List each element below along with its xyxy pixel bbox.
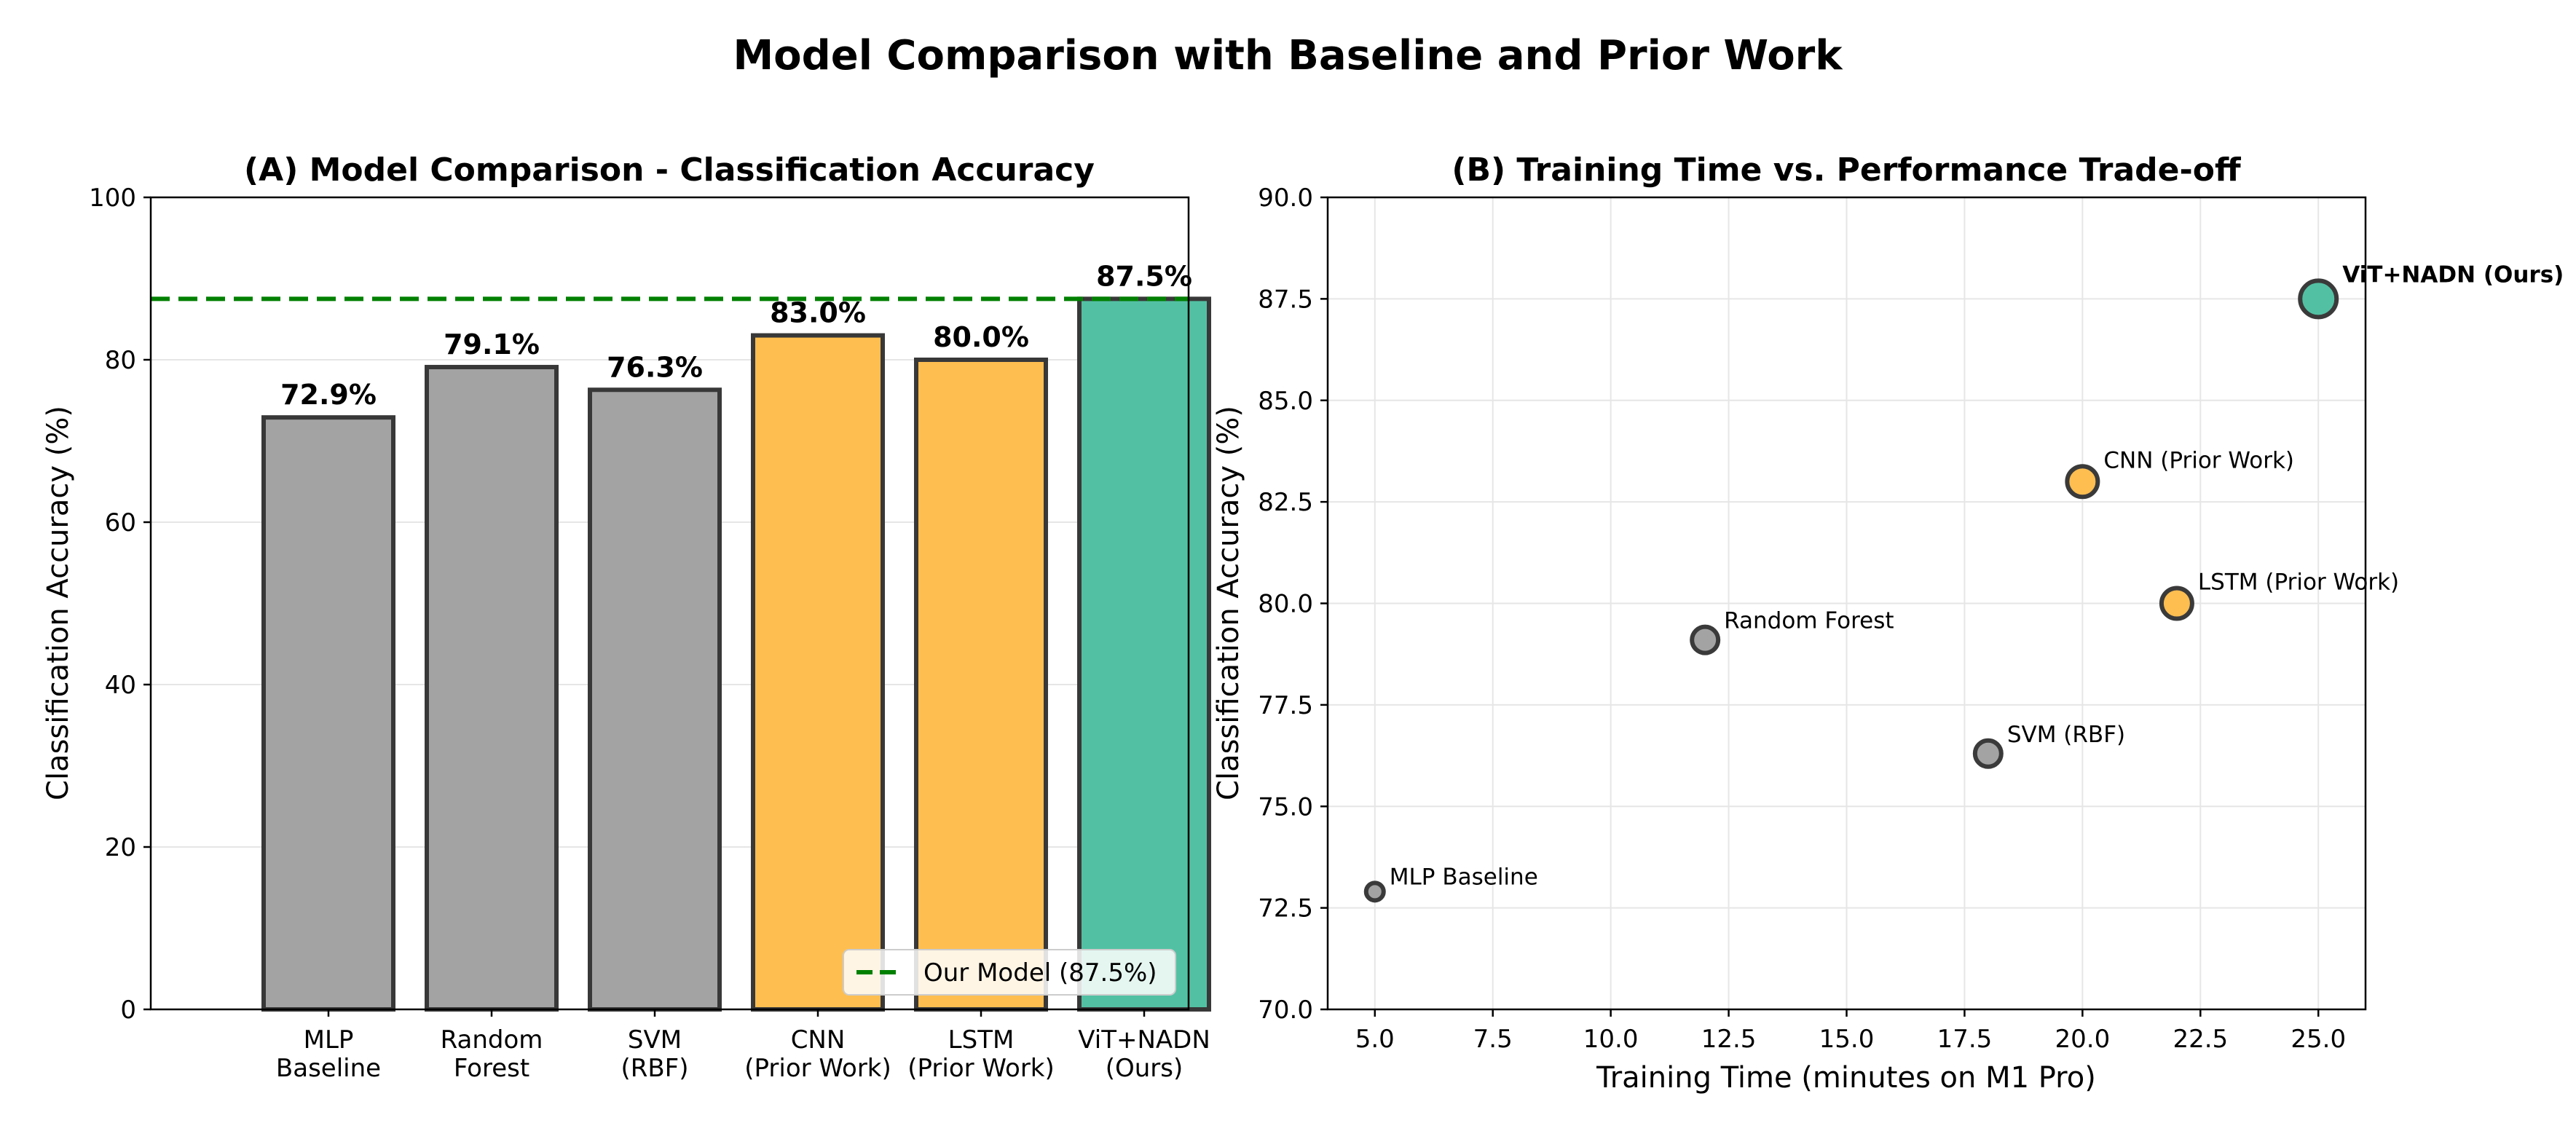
panel-b-point-label: Random Forest [1724,608,1894,634]
panel-b-point-label: ViT+NADN (Ours) [2342,261,2564,288]
panel-a-bar-chart: 72.9% 79.1% 76.3% 83.0% 80.0% 87.5% 0 20 40 60 80… [42,151,1211,1083]
panel-a-bar-value-label: 76.3% [607,351,703,383]
panel-a-y-tick-label: 40 [105,671,136,700]
panel-b-x-tick-label: 12.5 [1701,1025,1757,1054]
panel-a-bar [588,387,722,1012]
panel-b-x-tick-label: 5.0 [1355,1025,1395,1054]
panel-a-y-tick-label: 80 [105,346,136,375]
panel-b-y-tick-label: 77.5 [1258,691,1313,720]
figure-title: Model Comparison with Baseline and Prior… [733,32,1843,79]
panel-a-bar [425,365,559,1012]
panel-a-bar [1077,296,1211,1012]
panel-a-x-tick-label: SVM [628,1025,682,1055]
panel-b-y-tick-label: 82.5 [1258,488,1313,517]
panel-b-point-label: MLP Baseline [1390,864,1538,890]
panel-a-x-tick-label: Random [441,1025,543,1055]
panel-a-x-tick-label: Forest [454,1054,529,1083]
panel-b-point [1363,880,1386,903]
panel-b-point [2159,586,2194,621]
panel-a-bar [914,358,1048,1012]
panel-a-bar-value-label: 79.1% [444,328,540,360]
panel-b-point [1972,738,2004,769]
panel-b-point-labels: MLP Baseline Random Forest SVM (RBF) CNN (P… [1390,261,2564,890]
panel-a-x-tick-label: MLP [304,1025,354,1055]
panel-b-y-tick-label: 80.0 [1258,590,1313,619]
panel-b-point [2298,278,2339,320]
panel-a-x-tick-label: (Prior Work) [744,1054,891,1083]
panel-b-axes-frame [1326,196,2367,1011]
panel-b-y-tick-label: 90.0 [1258,184,1313,213]
panel-b-point-label: CNN (Prior Work) [2103,447,2294,473]
panel-a-axes-frame [149,196,1190,1011]
panel-b-title: (B) Training Time vs. Performance Trade-… [1452,151,2242,189]
panel-b-y-axis-label: Classification Accuracy (%) [1212,406,1245,800]
panel-b-x-tick-label: 17.5 [1937,1025,1993,1054]
panel-a-x-tick-label: (Prior Work) [907,1054,1055,1083]
panel-b-x-tick-label: 20.0 [2055,1025,2111,1054]
panel-b-tick-labels: 5.0 7.5 10.0 12.5 15.0 17.5 20.0 22.5 25.0 70.0 72… [1258,184,2346,1054]
panel-b-scatter-chart: MLP Baseline Random Forest SVM (RBF) CNN (P… [1212,151,2564,1095]
panel-a-bar-value-label: 72.9% [280,379,377,411]
panel-b-x-tick-label: 25.0 [2291,1025,2346,1054]
panel-b-y-tick-label: 72.5 [1258,894,1313,923]
panel-a-y-tick-label: 100 [89,184,136,213]
panel-a-x-tick-label: (RBF) [621,1054,688,1083]
panel-b-x-tick-label: 10.0 [1583,1025,1639,1054]
panel-b-x-axis-label: Training Time (minutes on M1 Pro) [1596,1061,2096,1095]
panel-a-x-tick-label: (Ours) [1106,1054,1183,1083]
panel-b-y-tick-label: 85.0 [1258,387,1313,416]
panel-a-bar [261,415,395,1012]
panel-b-point-label: SVM (RBF) [2007,722,2125,748]
panel-a-bar [751,333,885,1012]
panel-a-bar-value-label: 80.0% [933,321,1029,353]
panel-b-x-tick-label: 22.5 [2173,1025,2228,1054]
panel-a-x-tick-label: LSTM [948,1025,1015,1055]
panel-a-bar-value-label: 83.0% [770,297,866,329]
panel-a-y-axis-label: Classification Accuracy (%) [42,406,75,800]
panel-a-bars [261,296,1211,1012]
panel-a-y-tick-label: 60 [105,508,136,537]
panel-a-legend-box [843,949,1176,996]
panel-a-bar-value-label: 87.5% [1096,260,1192,292]
panel-b-y-tick-label: 70.0 [1258,996,1313,1025]
panel-b-y-tick-label: 87.5 [1258,285,1313,314]
panel-a-x-tick-label: CNN [791,1025,846,1055]
panel-b-point-label: LSTM (Prior Work) [2198,570,2399,596]
panel-a-title: (A) Model Comparison - Classification Ac… [244,151,1095,189]
panel-a-y-tick-label: 0 [120,996,136,1025]
panel-b-x-tick-label: 15.0 [1819,1025,1875,1054]
panel-b-y-tick-label: 75.0 [1258,792,1313,821]
panel-b-x-tick-label: 7.5 [1473,1025,1513,1054]
panel-a-y-tick-label: 20 [105,833,136,862]
panel-b-point [2065,464,2100,500]
panel-a-data-labels: 72.9% 79.1% 76.3% 83.0% 80.0% 87.5% [280,260,1192,411]
panel-b-points [1363,278,2339,903]
panel-a-x-tick-label: Baseline [276,1054,381,1083]
panel-a-legend-label: Our Model (87.5%) [923,958,1157,988]
panel-a-x-tick-label: ViT+NADN [1078,1025,1210,1055]
panel-a-legend: Our Model (87.5%) [843,949,1176,996]
panel-b-point [1690,624,1721,655]
